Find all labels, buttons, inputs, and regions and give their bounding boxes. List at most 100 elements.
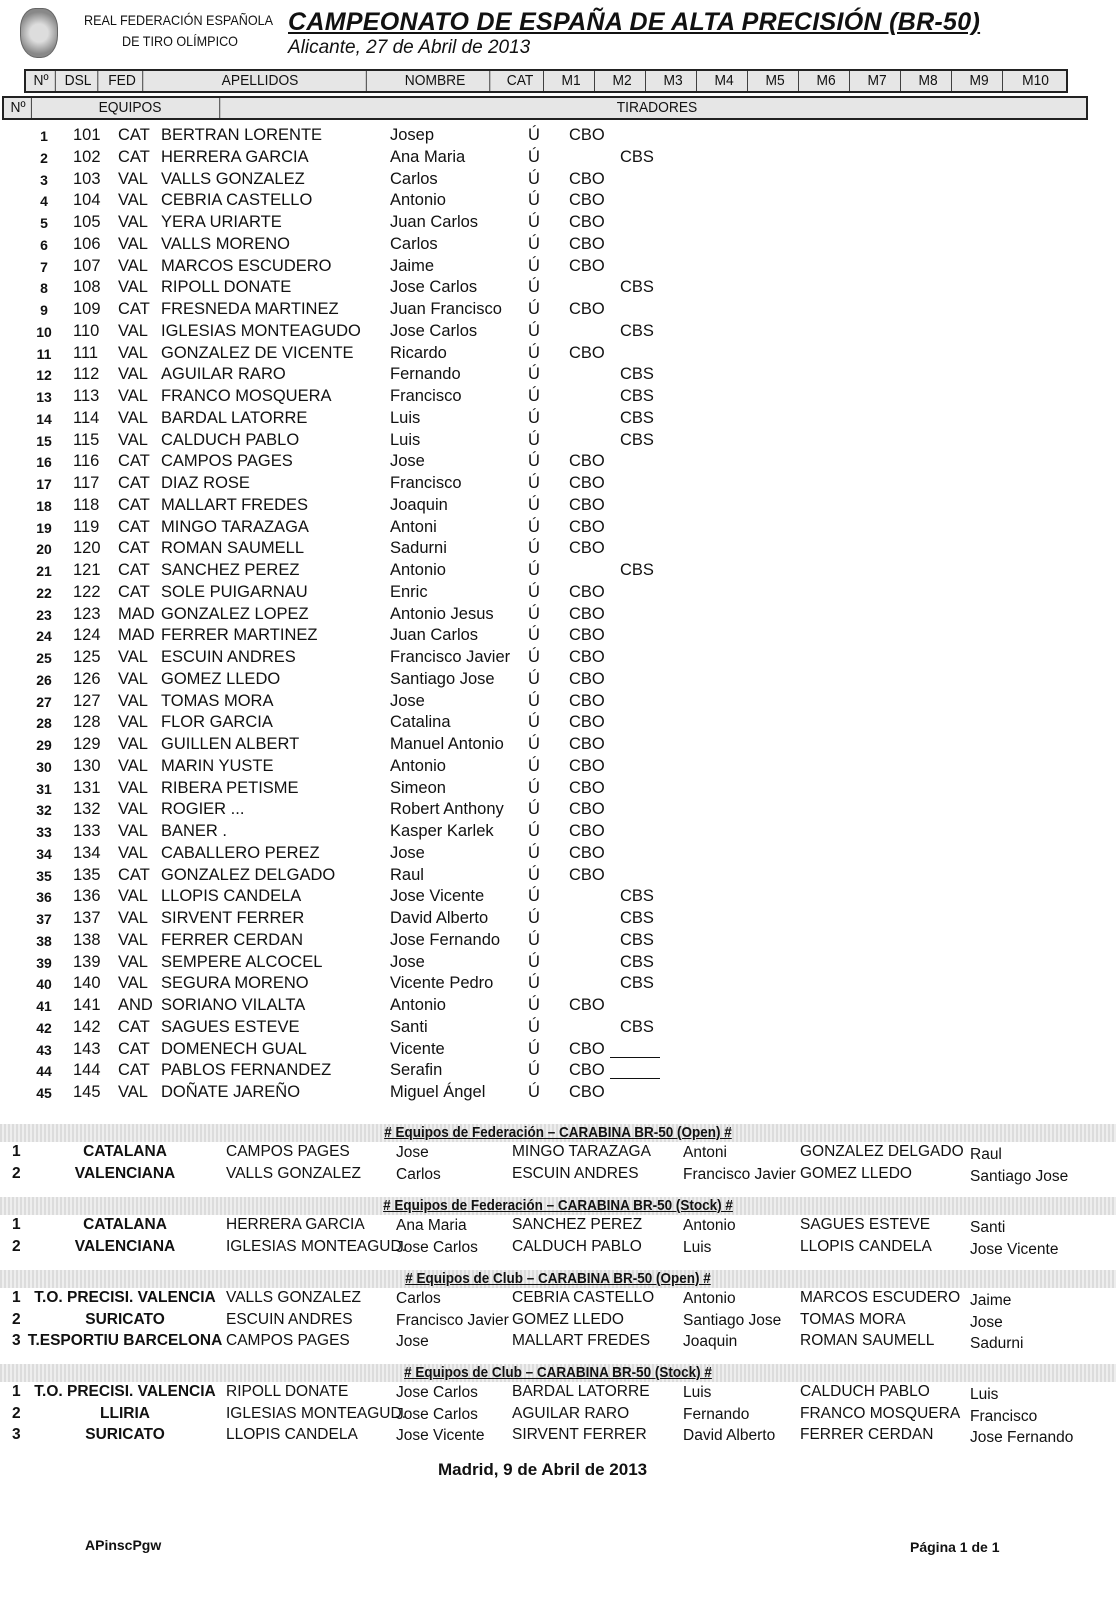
first-name: Jose xyxy=(390,452,425,471)
team-name: T.O. PRECISI. VALENCIA xyxy=(34,1383,216,1400)
surname: FERRER CERDAN xyxy=(161,930,304,949)
dsl: 144 xyxy=(73,1061,101,1080)
surname: MALLART FREDES xyxy=(161,495,309,514)
first-name: Francisco xyxy=(390,387,462,405)
surname: FRANCO MOSQUERA xyxy=(161,387,332,405)
category: Ú xyxy=(528,213,540,231)
surname: RIPOLL DONATE xyxy=(161,278,292,297)
participant-row: 16 116 CAT CAMPOS PAGES Jose Ú CBO xyxy=(0,452,1116,473)
category: Ú xyxy=(528,1083,540,1101)
category: Ú xyxy=(528,691,540,710)
col-header-no: Nº xyxy=(27,71,56,91)
m1-entry: CBO xyxy=(569,822,605,840)
participant-row: 28 128 VAL FLOR GARCIA Catalina Ú CBO xyxy=(0,713,1116,734)
dsl: 119 xyxy=(73,517,100,536)
category: Ú xyxy=(528,930,540,949)
m1-entry: CBO xyxy=(569,452,605,471)
first-name: Jose Fernando xyxy=(390,930,501,949)
page-title: CAMPEONATO DE ESPAÑA DE ALTA PRECISIÓN (… xyxy=(288,8,981,36)
category: Ú xyxy=(528,278,540,297)
federation: VAL xyxy=(118,321,148,340)
shooter2-surname: BARDAL LATORRE xyxy=(512,1383,650,1400)
federation: CAT xyxy=(118,300,150,318)
row-number: 45 xyxy=(36,1085,52,1101)
m1-entry: CBO xyxy=(569,865,605,884)
dsl: 126 xyxy=(73,669,101,688)
row-number: 3 xyxy=(40,171,48,188)
category: Ú xyxy=(528,387,540,405)
row-number: 26 xyxy=(36,671,52,688)
shooter3-name: Santi xyxy=(970,1219,1006,1236)
category: Ú xyxy=(528,430,540,449)
dsl: 120 xyxy=(73,539,101,558)
m2-entry: CBS xyxy=(620,909,654,927)
team-row: 1 T.O. PRECISI. VALENCIA VALLS GONZALEZ Car… xyxy=(0,1289,1116,1311)
federation-logo xyxy=(20,8,58,58)
federation: VAL xyxy=(118,952,148,971)
m2-entry: CBS xyxy=(620,430,654,449)
first-name: Juan Carlos xyxy=(390,626,479,645)
team-rank: 2 xyxy=(12,1310,21,1328)
col-header-n: Nº xyxy=(5,98,32,118)
row-number: 28 xyxy=(36,715,52,732)
col-header-m10: M10 xyxy=(1022,72,1049,89)
category: Ú xyxy=(528,300,540,318)
category: Ú xyxy=(528,191,540,210)
dsl: 139 xyxy=(73,952,101,971)
participant-row: 39 139 VAL SEMPERE ALCOCEL Jose Ú CBS xyxy=(0,953,1116,974)
participant-row: 12 112 VAL AGUILAR RARO Fernando Ú CBS xyxy=(0,365,1116,386)
shooter2-name: Luis xyxy=(683,1238,712,1256)
row-number: 30 xyxy=(36,758,52,775)
dsl: 145 xyxy=(73,1083,101,1101)
shooter2-name: David Alberto xyxy=(683,1427,776,1444)
participant-row: 23 123 MAD GONZALEZ LOPEZ Antonio Jesus Ú CBO xyxy=(0,605,1116,626)
surname: FRESNEDA MARTINEZ xyxy=(161,300,339,318)
category: Ú xyxy=(528,669,540,688)
category: Ú xyxy=(528,952,540,971)
team-row: 2 LLIRIA IGLESIAS MONTEAGUD. Jose Carlos AGU… xyxy=(0,1405,1116,1427)
participant-row: 43 143 CAT DOMENECH GUAL Vicente Ú CBO xyxy=(0,1040,1116,1061)
dsl: 134 xyxy=(73,843,101,862)
col-header-cat: CAT xyxy=(497,71,544,91)
row-number: 36 xyxy=(36,889,52,906)
participant-row: 40 140 VAL SEGURA MORENO Vicente Pedro Ú CBS xyxy=(0,974,1116,995)
m1-entry: CBO xyxy=(569,495,605,514)
federation: CAT xyxy=(118,539,150,558)
shooter3-surname: TOMAS MORA xyxy=(800,1310,906,1328)
shooter1-name: Jose xyxy=(396,1144,429,1161)
dsl: 140 xyxy=(73,974,101,993)
category: Ú xyxy=(528,909,540,927)
row-number: 11 xyxy=(36,345,52,362)
team-row: 2 SURICATO ESCUIN ANDRES Francisco Javier GO… xyxy=(0,1311,1116,1333)
org-line2: DE TIRO OLÍMPICO xyxy=(122,33,238,49)
blank-entry-line xyxy=(610,1078,660,1080)
first-name: Manuel Antonio xyxy=(390,735,504,753)
participant-row: 15 115 VAL CALDUCH PABLO Luis Ú CBS xyxy=(0,431,1116,452)
row-number: 34 xyxy=(36,845,52,862)
category: Ú xyxy=(528,604,540,623)
row-number: 43 xyxy=(36,1041,52,1058)
federation: VAL xyxy=(118,387,148,405)
col-header-m1: M1 xyxy=(548,71,595,91)
surname: MARIN YUSTE xyxy=(161,756,274,775)
participant-row: 27 127 VAL TOMAS MORA Jose Ú CBO xyxy=(0,692,1116,713)
shooter2-surname: SANCHEZ PEREZ xyxy=(512,1216,643,1233)
m1-entry: CBO xyxy=(569,669,605,688)
federation: VAL xyxy=(118,909,148,927)
dsl: 106 xyxy=(73,234,101,253)
participant-row: 21 121 CAT SANCHEZ PEREZ Antonio Ú CBS xyxy=(0,561,1116,582)
first-name: Jose xyxy=(390,691,425,710)
row-number: 41 xyxy=(36,998,52,1014)
m2-entry: CBS xyxy=(620,387,654,405)
surname: CEBRIA CASTELLO xyxy=(161,191,313,210)
shooter1-surname: ESCUIN ANDRES xyxy=(226,1310,353,1328)
shooter3-name: Luis xyxy=(970,1386,999,1403)
m1-entry: CBO xyxy=(569,517,605,536)
federation: CAT xyxy=(118,1061,150,1080)
row-number: 10 xyxy=(36,323,52,340)
dsl: 129 xyxy=(73,735,101,753)
shooter3-name: Jose xyxy=(970,1313,1003,1331)
shooter2-surname: ESCUIN ANDRES xyxy=(512,1164,639,1182)
shooter1-name: Francisco Javier xyxy=(396,1311,509,1329)
m1-entry: CBO xyxy=(569,582,605,601)
